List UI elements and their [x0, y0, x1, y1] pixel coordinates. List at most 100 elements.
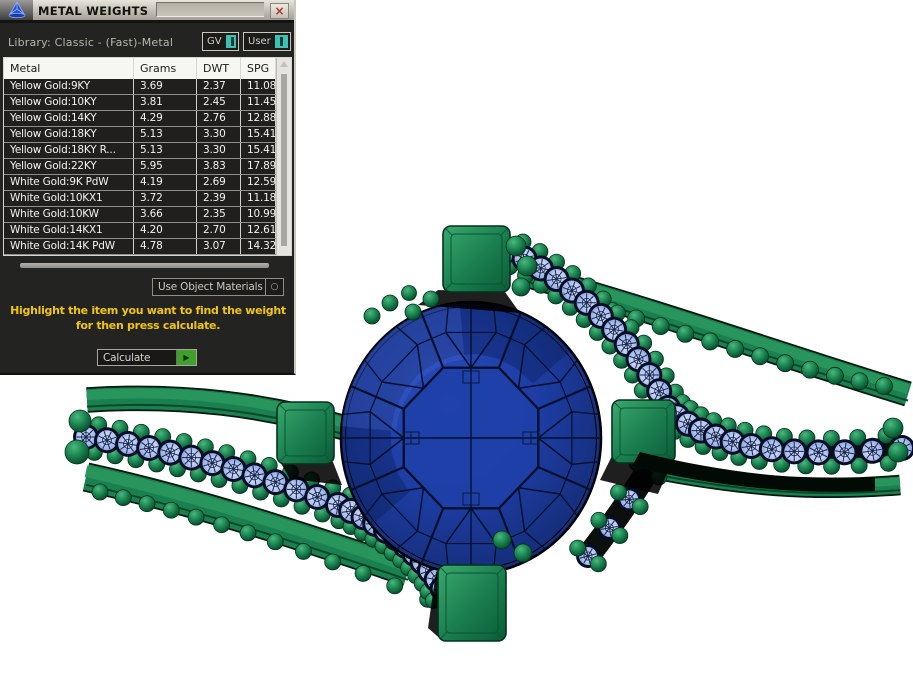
- metal-bead: [68, 409, 92, 433]
- accent-gem: [781, 438, 808, 465]
- table-cell: 3.30: [197, 143, 241, 158]
- table-cell: White Gold:10KX1: [4, 191, 134, 206]
- scroll-up-icon[interactable]: [280, 61, 288, 67]
- prong: [418, 225, 520, 313]
- table-cell: 12.61: [241, 223, 276, 238]
- materials-value: Use Object Materials: [158, 281, 263, 293]
- gv-toggle-button[interactable]: GV: [202, 32, 239, 51]
- metal-bead: [776, 354, 795, 373]
- table-cell: 3.72: [134, 191, 197, 206]
- table-cell: 2.69: [197, 175, 241, 190]
- table-cell: 4.20: [134, 223, 197, 238]
- accent-gem: [758, 436, 785, 463]
- accent-gem: [283, 476, 310, 503]
- table-cell: Yellow Gold:9KY: [4, 79, 134, 94]
- table-cell: 3.69: [134, 79, 197, 94]
- metal-row[interactable]: White Gold:14KX1 4.20 2.70 12.61: [4, 223, 291, 239]
- metal-bead: [401, 285, 417, 301]
- table-horizontal-scrollbar[interactable]: [20, 263, 269, 268]
- materials-dropdown[interactable]: Use Object Materials ○: [152, 278, 284, 296]
- metal-bead: [505, 235, 527, 257]
- table-cell: 3.66: [134, 207, 197, 222]
- metal-row[interactable]: Yellow Gold:14KY 4.29 2.76 12.88: [4, 111, 291, 127]
- metal-row[interactable]: White Gold:10KX1 3.72 2.39 11.18: [4, 191, 291, 207]
- metal-bead: [492, 530, 512, 550]
- metal-row[interactable]: Yellow Gold:9KY 3.69 2.37 11.08: [4, 79, 291, 95]
- metal-bead: [91, 483, 109, 501]
- metal-bead: [611, 527, 629, 544]
- center-stone: [339, 300, 603, 576]
- accent-gem: [178, 444, 205, 471]
- titlebar-recess: [156, 2, 264, 17]
- close-button[interactable]: ×: [270, 3, 289, 19]
- metal-weights-table: Metal Grams DWT SPG Yellow Gold:9KY 3.69 2…: [3, 57, 292, 256]
- metal-bead: [610, 483, 627, 501]
- table-cell: White Gold:14KX1: [4, 223, 134, 238]
- instruction-text: Highlight the item you want to find the …: [10, 304, 286, 332]
- table-cell: 11.08: [241, 79, 276, 94]
- table-cell: 12.59: [241, 175, 276, 190]
- col-header-dwt[interactable]: DWT: [197, 58, 241, 79]
- col-header-grams[interactable]: Grams: [134, 58, 197, 79]
- accent-gem: [674, 410, 701, 437]
- metal-bead: [875, 377, 893, 395]
- metal-bead: [826, 366, 844, 385]
- table-vertical-scrollbar[interactable]: [276, 58, 291, 255]
- table-cell: White Gold:14K PdW: [4, 239, 134, 254]
- accent-gem: [94, 427, 121, 454]
- accent-gem: [241, 462, 268, 489]
- table-cell: 14.32: [241, 239, 276, 254]
- metal-row[interactable]: Yellow Gold:18KY 5.13 3.30 15.41: [4, 127, 291, 143]
- metal-bead: [239, 524, 257, 542]
- table-cell: 2.76: [197, 111, 241, 126]
- dropdown-circle-icon[interactable]: ○: [265, 279, 283, 295]
- table-cell: 2.70: [197, 223, 241, 238]
- metal-bead: [513, 543, 533, 563]
- col-header-metal[interactable]: Metal: [4, 58, 134, 79]
- prong: [428, 564, 507, 642]
- metal-bead: [631, 498, 649, 516]
- metal-bead: [726, 340, 745, 358]
- table-cell: White Gold:10KW: [4, 207, 134, 222]
- accent-gem: [805, 439, 832, 466]
- table-cell: Yellow Gold:22KY: [4, 159, 134, 174]
- table-cell: Yellow Gold:10KY: [4, 95, 134, 110]
- band-rail: [82, 462, 413, 586]
- metal-bead: [801, 360, 820, 379]
- table-cell: 11.18: [241, 191, 276, 206]
- accent-gem: [859, 437, 886, 464]
- vertical-scroll-thumb[interactable]: [281, 74, 287, 246]
- col-header-spg[interactable]: SPG: [241, 58, 276, 79]
- accent-gem: [136, 435, 163, 462]
- table-cell: 15.41: [241, 127, 276, 142]
- metal-row[interactable]: Yellow Gold:10KY 3.81 2.45 11.45: [4, 95, 291, 111]
- metal-row[interactable]: Yellow Gold:22KY 5.95 3.83 17.89: [4, 159, 291, 175]
- table-cell: Yellow Gold:14KY: [4, 111, 134, 126]
- metal-bead: [187, 508, 205, 526]
- calculate-button[interactable]: Calculate ▶: [97, 349, 197, 366]
- metal-bead: [354, 565, 372, 582]
- metal-row[interactable]: White Gold:9K PdW 4.19 2.69 12.59: [4, 175, 291, 191]
- metal-bead: [850, 457, 868, 474]
- metal-row[interactable]: White Gold:10KW 3.66 2.35 10.99: [4, 207, 291, 223]
- table-cell: Yellow Gold:18KY: [4, 127, 134, 142]
- table-cell: White Gold:9K PdW: [4, 175, 134, 190]
- metal-bead: [887, 441, 909, 463]
- metal-row[interactable]: White Gold:14K PdW 4.78 3.07 14.32: [4, 239, 291, 255]
- table-cell: 4.78: [134, 239, 197, 254]
- panel-titlebar[interactable]: METAL WEIGHTS ×: [0, 0, 294, 23]
- metal-bead: [701, 332, 720, 351]
- table-header-row: Metal Grams DWT SPG: [4, 58, 291, 79]
- metal-bead: [138, 495, 156, 513]
- table-cell: 10.99: [241, 207, 276, 222]
- table-cell: 3.83: [197, 159, 241, 174]
- user-toggle-button[interactable]: User: [243, 32, 291, 51]
- metal-row[interactable]: Yellow Gold:18KY R... 5.13 3.30 15.41: [4, 143, 291, 159]
- accent-gem: [304, 483, 331, 510]
- metal-bead: [850, 372, 869, 391]
- metal-bead: [651, 317, 670, 335]
- metal-bead: [64, 439, 90, 465]
- library-label: Library: Classic - (Fast)-Metal: [8, 36, 174, 49]
- accent-gem: [157, 439, 184, 466]
